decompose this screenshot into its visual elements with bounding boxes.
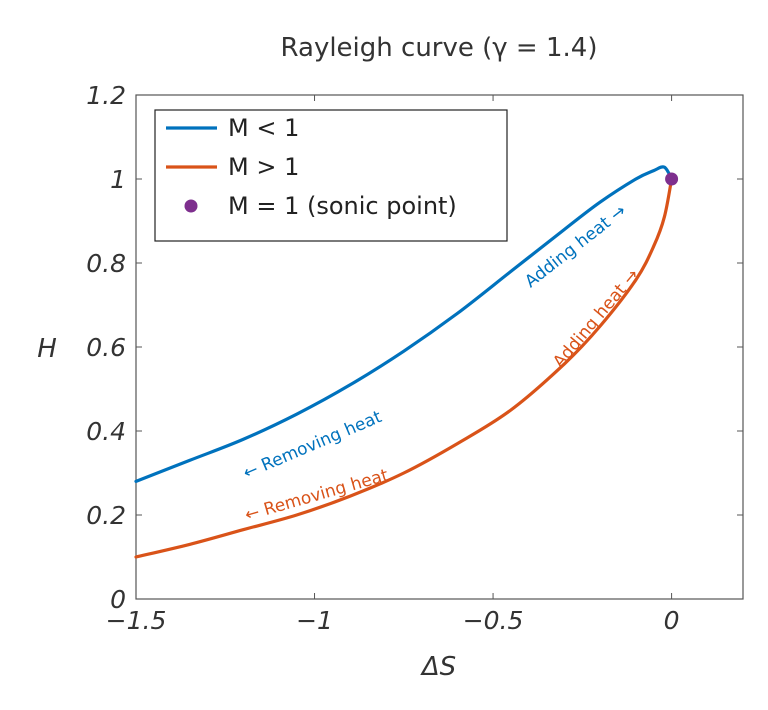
y-tick-label: 1 <box>110 165 126 194</box>
series-layer <box>134 165 679 559</box>
x-tick-label: −1 <box>296 606 333 635</box>
supersonic-curve <box>134 177 674 559</box>
chart-title: Rayleigh curve (γ = 1.4) <box>281 33 598 63</box>
y-tick-label: 1.2 <box>86 81 126 110</box>
axis-ticks: −1.5 −1 −0.5 0 0 0.2 0.4 0.6 0.8 1 1.2 <box>86 81 743 635</box>
legend-label: M > 1 <box>228 153 299 181</box>
y-tick-label: 0.4 <box>86 417 126 446</box>
curve-annotation: Adding heat → <box>549 265 643 372</box>
sonic-point-marker <box>665 172 679 186</box>
x-axis-label: ΔS <box>420 652 456 682</box>
y-axis-label: H <box>37 334 57 364</box>
legend-marker-swatch <box>184 199 198 213</box>
legend: M < 1 M > 1 M = 1 (sonic point) <box>154 109 508 242</box>
y-tick-label: 0.6 <box>86 333 126 362</box>
y-tick-label: 0 <box>110 585 126 614</box>
legend-label: M < 1 <box>228 114 299 142</box>
x-tick-label: −1.5 <box>106 606 167 635</box>
y-tick-label: 0.8 <box>86 249 126 278</box>
y-tick-label: 0.2 <box>86 501 126 530</box>
subsonic-curve <box>134 165 674 483</box>
curve-annotation: Adding heat → <box>521 201 630 292</box>
legend-label: M = 1 (sonic point) <box>228 192 457 220</box>
x-tick-label: −0.5 <box>463 606 524 635</box>
legend-box <box>154 109 508 242</box>
x-tick-label: 0 <box>664 606 680 635</box>
